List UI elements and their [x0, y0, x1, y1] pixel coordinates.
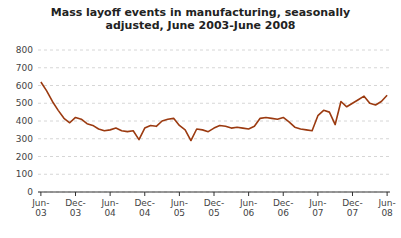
x-tick-label: Dec-06: [273, 198, 294, 218]
x-tick-label: Dec-03: [65, 198, 86, 218]
grid-line: [38, 85, 390, 86]
x-tick: [352, 192, 353, 196]
x-tick: [317, 192, 318, 196]
plot-area: [41, 82, 387, 141]
x-tick: [75, 192, 76, 196]
x-tick-label: Jun-04: [100, 198, 118, 218]
y-tick-label: 500: [16, 98, 33, 108]
x-tick: [214, 192, 215, 196]
x-tick-label: Dec-05: [204, 198, 225, 218]
x-tick: [387, 192, 388, 196]
chart-container: Mass layoff events in manufacturing, sea…: [0, 0, 401, 238]
chart: Mass layoff events in manufacturing, sea…: [0, 0, 401, 238]
grid-line: [38, 174, 390, 175]
x-tick-label: Jun-06: [239, 198, 257, 218]
x-tick-label: Jun-03: [31, 198, 49, 218]
y-tick-label: 200: [16, 152, 33, 162]
x-tick: [248, 192, 249, 196]
x-tick: [179, 192, 180, 196]
x-tick-label: Jun-08: [377, 198, 395, 218]
y-tick-label: 600: [16, 81, 33, 91]
y-tick-label: 700: [16, 63, 33, 73]
x-tick-label: Jun-05: [170, 198, 188, 218]
grid-line: [38, 103, 390, 104]
grid-line: [38, 121, 390, 122]
x-tick: [144, 192, 145, 196]
grid-line: [38, 67, 390, 68]
grid-line: [38, 138, 390, 139]
x-tick: [110, 192, 111, 196]
y-tick-label: 0: [27, 187, 33, 197]
x-tick-label: Dec-07: [342, 198, 363, 218]
data-line: [41, 82, 387, 141]
y-tick-label: 400: [16, 116, 33, 126]
y-tick-label: 300: [16, 134, 33, 144]
grid-line: [38, 50, 390, 51]
x-tick-label: Dec-04: [134, 198, 155, 218]
grid-line: [38, 156, 390, 157]
y-tick-label: 800: [16, 45, 33, 55]
x-tick: [283, 192, 284, 196]
y-tick-label: 100: [16, 169, 33, 179]
title: Mass layoff events in manufacturing, sea…: [51, 6, 350, 32]
x-tick-label: Jun-07: [308, 198, 326, 218]
x-tick: [40, 192, 41, 196]
